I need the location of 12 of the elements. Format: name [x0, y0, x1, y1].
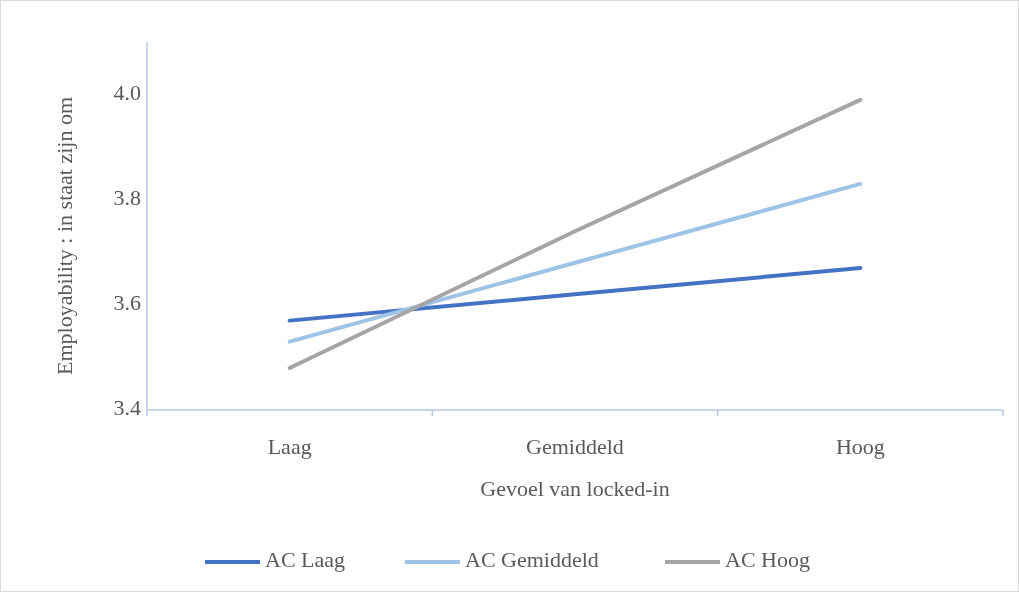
x-axis-title: Gevoel van locked-in [480, 476, 670, 501]
legend-label: AC Laag [265, 547, 346, 573]
y-tick-label: 3.4 [113, 395, 141, 421]
x-tick-label: Laag [267, 434, 312, 459]
legend-label: AC Gemiddeld [465, 547, 599, 573]
x-tick-label: Gemiddeld [526, 434, 624, 459]
y-tick-label: 3.8 [113, 184, 141, 210]
y-axis-title: Employability : in staat zijn om [52, 96, 77, 376]
y-tick-label: 4.0 [113, 79, 141, 105]
legend-label: AC Hoog [725, 547, 810, 573]
x-tick-label: Hoog [835, 434, 885, 459]
y-tick-label: 3.6 [113, 289, 141, 315]
